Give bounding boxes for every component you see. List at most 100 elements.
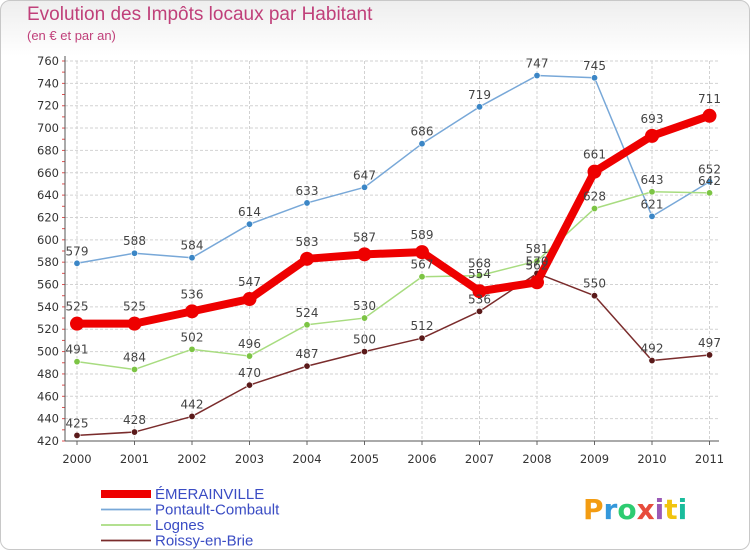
y-tick-label: 520 xyxy=(37,322,59,336)
data-point-pontault-combault xyxy=(246,220,254,228)
data-point--merainville xyxy=(242,292,257,307)
data-point-roissy-en-brie xyxy=(418,334,426,342)
proxiti-logo: Proxiti xyxy=(583,493,687,526)
data-label--merainville: 547 xyxy=(238,275,261,289)
y-tick-label: 580 xyxy=(37,255,59,269)
data-point-lognes xyxy=(533,257,541,265)
logo-letter: r xyxy=(604,493,618,526)
x-tick-label: 2007 xyxy=(465,452,494,466)
data-point-pontault-combault xyxy=(418,140,426,148)
data-label-pontault-combault: 652 xyxy=(698,163,721,177)
data-point-pontault-combault xyxy=(648,212,656,220)
data-label-lognes: 484 xyxy=(123,350,146,364)
y-tick-label: 760 xyxy=(37,54,59,68)
y-tick-label: 560 xyxy=(37,278,59,292)
chart-title: Evolution des Impôts locaux par Habitant xyxy=(27,4,373,25)
data-label--merainville: 661 xyxy=(583,148,606,162)
data-label-pontault-combault: 747 xyxy=(526,57,549,71)
y-tick-label: 720 xyxy=(37,99,59,113)
legend-label-lognes: Lognes xyxy=(155,517,204,534)
x-tick-label: 2006 xyxy=(407,452,436,466)
data-point-roissy-en-brie xyxy=(246,381,254,389)
data-point-lognes xyxy=(475,272,483,280)
data-label-pontault-combault: 588 xyxy=(123,234,146,248)
data-label--merainville: 536 xyxy=(181,287,204,301)
logo-letter: P xyxy=(583,493,604,526)
x-tick-label: 2004 xyxy=(292,452,321,466)
data-label--merainville: 525 xyxy=(66,300,89,314)
data-label-roissy-en-brie: 500 xyxy=(353,333,376,347)
legend-label-pontault-combault: Pontault-Combault xyxy=(155,502,280,519)
data-label-lognes: 568 xyxy=(468,257,491,271)
data-point--merainville xyxy=(357,247,372,262)
data-point-roissy-en-brie xyxy=(648,357,656,365)
y-tick-label: 660 xyxy=(37,166,59,180)
data-label-roissy-en-brie: 550 xyxy=(583,277,606,291)
x-tick-label: 2008 xyxy=(522,452,551,466)
logo-letter: o xyxy=(617,493,636,526)
data-label-pontault-combault: 584 xyxy=(181,239,204,253)
data-point-roissy-en-brie xyxy=(131,428,139,436)
data-point--merainville xyxy=(127,316,142,331)
data-point--merainville xyxy=(702,108,717,123)
data-label-roissy-en-brie: 428 xyxy=(123,413,146,427)
series-line-pontault-combault xyxy=(76,74,710,265)
data-label-roissy-en-brie: 536 xyxy=(468,292,491,306)
data-point-pontault-combault xyxy=(131,249,139,257)
data-label-pontault-combault: 621 xyxy=(641,197,664,211)
data-point-lognes xyxy=(73,358,81,366)
y-tick-label: 700 xyxy=(37,121,59,135)
data-point-pontault-combault xyxy=(533,72,541,80)
logo-letter: i xyxy=(655,493,665,526)
data-label-lognes: 502 xyxy=(181,330,204,344)
data-point--merainville xyxy=(415,245,429,260)
data-point-lognes xyxy=(246,352,254,360)
data-point--merainville xyxy=(300,251,314,266)
data-point-lognes xyxy=(648,188,656,196)
data-label-pontault-combault: 686 xyxy=(411,125,434,139)
data-point-pontault-combault xyxy=(188,254,196,262)
y-tick-label: 440 xyxy=(37,412,59,426)
data-point-lognes xyxy=(705,189,713,197)
y-tick-label: 600 xyxy=(37,233,59,247)
data-label-roissy-en-brie: 570 xyxy=(526,254,549,268)
data-label-roissy-en-brie: 442 xyxy=(181,397,204,411)
data-label-lognes: 581 xyxy=(526,242,549,256)
data-label--merainville: 589 xyxy=(411,228,434,242)
data-label-roissy-en-brie: 512 xyxy=(411,319,434,333)
data-label-roissy-en-brie: 425 xyxy=(66,416,89,430)
data-point-lognes xyxy=(418,273,426,281)
data-label-roissy-en-brie: 497 xyxy=(698,336,721,350)
logo-letter: i xyxy=(678,493,688,526)
logo-letter: x xyxy=(637,493,655,526)
data-point-roissy-en-brie xyxy=(188,412,196,420)
y-tick-label: 460 xyxy=(37,389,59,403)
x-tick-label: 2000 xyxy=(62,452,91,466)
data-label-lognes: 642 xyxy=(698,174,721,188)
data-point--merainville xyxy=(472,284,487,299)
data-label-lognes: 524 xyxy=(296,306,319,320)
data-point-roissy-en-brie xyxy=(303,362,311,370)
x-tick-label: 2009 xyxy=(580,452,609,466)
axes: 420 440 460 480 500 520 540 560 580 600 620 640 660 6… xyxy=(37,54,724,466)
data-label-pontault-combault: 745 xyxy=(583,59,606,73)
x-tick-label: 2003 xyxy=(235,452,264,466)
data-point-pontault-combault xyxy=(590,74,598,82)
y-tick-label: 480 xyxy=(37,367,59,381)
data-point--merainville xyxy=(530,275,544,290)
y-tick-label: 420 xyxy=(37,434,59,448)
legend-label-roissy-en-brie: Roissy-en-Brie xyxy=(155,533,253,550)
data-label--merainville: 554 xyxy=(468,267,491,281)
data-point-pontault-combault xyxy=(475,103,483,111)
data-label-roissy-en-brie: 487 xyxy=(296,347,319,361)
data-label-lognes: 567 xyxy=(411,258,434,272)
x-tick-label: 2001 xyxy=(120,452,149,466)
data-label-lognes: 643 xyxy=(641,173,664,187)
data-point--merainville xyxy=(587,164,602,179)
data-label-roissy-en-brie: 492 xyxy=(641,342,664,356)
y-tick-label: 540 xyxy=(37,300,59,314)
data-point-roissy-en-brie xyxy=(475,307,483,315)
proxiti-logo-text: Proxiti xyxy=(583,493,687,526)
y-tick-label: 740 xyxy=(37,76,59,90)
